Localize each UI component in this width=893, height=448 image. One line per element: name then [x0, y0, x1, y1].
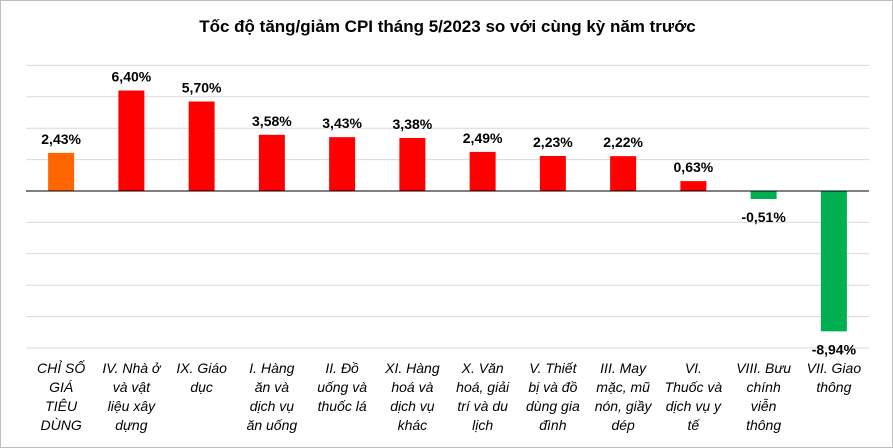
- value-label: 5,70%: [182, 80, 222, 96]
- value-label: -8,94%: [812, 341, 857, 357]
- category-labels: CHỈ SỐ GIÁ TIÊU DÙNG IV. Nhà ở và vật liệu xây…: [37, 359, 861, 433]
- category-label: TIÊU: [45, 398, 78, 414]
- category-label: liệu xây: [108, 398, 156, 414]
- category-label: dùng gia: [526, 398, 580, 414]
- category-label: khác: [398, 417, 428, 433]
- value-label: 3,58%: [252, 113, 292, 129]
- bar: [188, 101, 215, 191]
- category-label: I. Hàng: [249, 360, 294, 376]
- category-label: lịch: [472, 417, 493, 433]
- category-label: thông: [816, 379, 851, 395]
- bar: [48, 152, 75, 191]
- bar: [329, 137, 356, 191]
- category-label: dịch vụ y: [666, 398, 722, 414]
- category-label: II. Đồ: [325, 360, 359, 376]
- category-label: chính: [747, 379, 781, 395]
- bar: [610, 156, 637, 191]
- category-label: DÙNG: [41, 417, 82, 433]
- value-label: 2,49%: [463, 130, 503, 146]
- category-label: trí và du: [457, 398, 508, 414]
- value-labels: 2,43% 6,40% 5,70% 3,58% 3,43% 3,38% 2,49% 2,23%…: [41, 69, 856, 358]
- category-label: bị và đồ: [528, 379, 577, 395]
- category-label: mặc, mũ: [596, 379, 650, 395]
- category-label: đình: [539, 417, 566, 433]
- value-label: 2,22%: [603, 134, 643, 150]
- value-label: 3,38%: [393, 116, 433, 132]
- bar: [469, 151, 496, 191]
- category-label: uống và: [317, 379, 367, 395]
- bar: [820, 191, 847, 332]
- category-label: và vật: [113, 379, 151, 395]
- category-label: X. Văn: [461, 360, 504, 376]
- value-label: 2,43%: [41, 131, 81, 147]
- bars: [48, 90, 847, 332]
- category-label: IV. Nhà ở: [102, 360, 162, 376]
- value-label: 6,40%: [112, 69, 152, 85]
- value-label: -0,51%: [741, 209, 786, 225]
- bar: [680, 181, 707, 191]
- value-label: 2,23%: [533, 134, 573, 150]
- category-label: thông: [746, 417, 781, 433]
- value-label: 3,43%: [322, 115, 362, 131]
- category-label: dịch vụ: [390, 398, 435, 414]
- category-label: viễn: [751, 398, 777, 414]
- category-label: VII. Giao: [807, 360, 862, 376]
- category-label: Thuốc và: [665, 379, 723, 395]
- category-label: ăn uống: [247, 417, 298, 433]
- gridlines: [26, 64, 869, 349]
- category-label: dựng: [115, 417, 147, 433]
- category-label: CHỈ SỐ: [37, 359, 85, 376]
- category-label: ăn và: [255, 379, 289, 395]
- value-label: 0,63%: [674, 159, 714, 175]
- category-label: dục: [190, 379, 213, 395]
- category-label: VIII. Bưu: [736, 360, 791, 376]
- category-label: tế: [688, 417, 701, 433]
- category-label: XI. Hàng: [384, 360, 440, 376]
- category-label: hoá, giải: [456, 379, 510, 395]
- category-label: thuốc lá: [318, 398, 367, 414]
- category-label: GIÁ: [49, 379, 73, 395]
- category-label: dép: [611, 417, 635, 433]
- bar: [399, 137, 426, 191]
- bar: [539, 155, 566, 191]
- bar: [258, 134, 285, 191]
- category-label: IX. Giáo: [176, 360, 227, 376]
- chart-title: Tốc độ tăng/giảm CPI tháng 5/2023 so với…: [199, 17, 696, 36]
- category-label: VI.: [685, 360, 702, 376]
- category-label: nón, giầy: [595, 398, 653, 414]
- bar: [750, 191, 777, 200]
- category-label: III. May: [600, 360, 647, 376]
- bar: [118, 90, 145, 191]
- category-label: V. Thiết: [529, 360, 577, 376]
- category-label: dịch vụ: [250, 398, 295, 414]
- category-label: hoá và: [391, 379, 433, 395]
